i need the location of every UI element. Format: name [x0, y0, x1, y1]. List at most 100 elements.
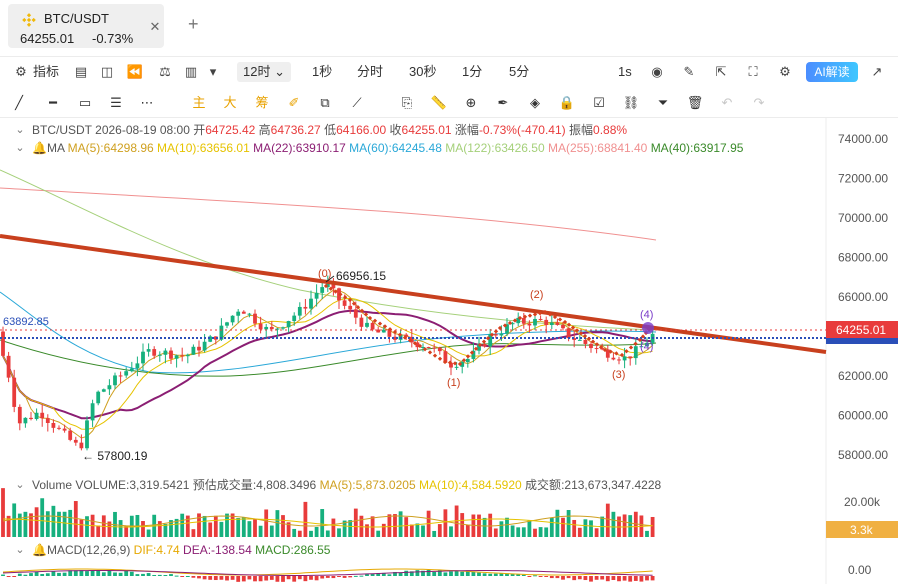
interval-30s[interactable]: 30秒	[409, 64, 437, 79]
camera-icon[interactable]: ◉	[651, 64, 663, 79]
dotted-price-tag	[826, 338, 898, 344]
volume-bar	[191, 529, 196, 537]
horizontal-line-icon[interactable]: ━	[49, 95, 57, 110]
volume-bar	[185, 515, 190, 537]
wave-dot	[633, 341, 638, 346]
volume-bar	[398, 511, 403, 537]
redo-icon[interactable]: ↷	[753, 95, 765, 110]
macd-bar	[488, 573, 493, 576]
interval-12h[interactable]: 12时 ⌄	[237, 62, 291, 82]
candle	[292, 315, 297, 322]
macd-bar	[163, 575, 168, 577]
interval-1m[interactable]: 1分	[462, 64, 483, 79]
candle	[533, 318, 537, 326]
macd-bar	[79, 570, 84, 576]
collapse-macd-icon[interactable]: ⌄	[15, 544, 25, 556]
collapse-icon[interactable]: ⌄	[15, 124, 25, 136]
volume-ma5: MA(5):5,873.0205	[319, 478, 416, 492]
chart-type-icon[interactable]: ▥	[184, 64, 198, 79]
highlighter-icon[interactable]: ✒	[497, 95, 509, 110]
volume-bar	[96, 525, 101, 537]
volume-bar	[443, 509, 448, 537]
candle	[191, 346, 196, 355]
wave-dot	[359, 308, 365, 313]
share-icon[interactable]: ⇱	[715, 64, 727, 79]
trash-icon[interactable]: 🗑	[686, 95, 704, 110]
candle	[549, 322, 554, 325]
chip-distribution-button[interactable]: 筹	[255, 95, 269, 110]
macd-bell-icon[interactable]: 🔔	[32, 543, 47, 557]
candle	[225, 322, 229, 326]
macd-bar	[605, 576, 610, 582]
volume-bar	[353, 508, 358, 537]
macd-bar	[297, 576, 302, 580]
candle	[572, 338, 577, 340]
volume-bar	[510, 525, 515, 537]
close-icon[interactable]: ✕	[149, 19, 161, 34]
wave-dot	[522, 314, 528, 319]
volume-bar	[622, 514, 627, 537]
magnet-icon[interactable]: ⧉	[320, 95, 330, 110]
trend-icon[interactable]: ↗	[871, 64, 883, 79]
volume-bar	[73, 501, 78, 537]
bell-icon[interactable]: 🔔	[32, 141, 47, 155]
volume-bar	[577, 527, 582, 537]
volume-bar	[488, 513, 493, 537]
candle	[297, 306, 302, 316]
plus-icon[interactable]: +	[188, 14, 199, 34]
indicator-settings-icon[interactable]: ⚙	[15, 64, 27, 79]
volume-bar	[253, 519, 257, 537]
high-value: 64736.27	[270, 123, 321, 137]
zoom-in-icon[interactable]: ⊕	[465, 95, 477, 110]
price-chart[interactable]: 74000.00 72000.00 70000.00 68000.00 66000.00…	[0, 118, 898, 584]
volume-bar	[258, 525, 263, 537]
interval-1s-right[interactable]: 1s	[618, 64, 632, 79]
trendline[interactable]	[0, 234, 827, 354]
wave-dot	[377, 321, 383, 326]
wave-dot	[437, 356, 443, 361]
more-tools-icon[interactable]: ⋯	[140, 95, 154, 110]
link-icon[interactable]: ⛓	[622, 95, 640, 110]
candle	[141, 351, 145, 364]
interval-timeline[interactable]: 分时	[357, 64, 384, 79]
pencil-icon[interactable]: ✎	[683, 64, 695, 79]
ma-label: MA	[46, 141, 65, 155]
settings-icon[interactable]: ⚙	[779, 64, 791, 79]
main-force-button[interactable]: 主	[192, 95, 206, 110]
rectangle-tool-icon[interactable]: ▭	[78, 95, 92, 110]
candle	[555, 322, 560, 325]
tab-change: -0.73%	[92, 31, 134, 46]
volume-current-tag-text: 3.3k	[850, 523, 874, 537]
collapse-volume-icon[interactable]: ⌄	[15, 479, 25, 491]
interval-5m[interactable]: 5分	[509, 64, 530, 79]
filter-icon[interactable]: ⏷	[657, 95, 669, 110]
large-order-button[interactable]: 大	[223, 95, 237, 110]
compare-icon[interactable]: ⚖	[159, 64, 171, 79]
candle	[124, 371, 129, 376]
undo-icon[interactable]: ↶	[721, 95, 733, 110]
candle	[359, 317, 364, 327]
symbol-tab[interactable]: BTC/USDT 64255.01 -0.73% ✕	[8, 4, 164, 48]
interval-1s[interactable]: 1秒	[312, 64, 333, 79]
indicators-button[interactable]: 指标	[33, 64, 60, 79]
price-tick-3: 68000.00	[838, 251, 888, 265]
brush-icon[interactable]: ✐	[288, 95, 300, 110]
ruler-icon[interactable]: 📏	[430, 95, 448, 110]
collapse-ma-icon[interactable]: ⌄	[15, 142, 25, 154]
replay-icon[interactable]: ⏪	[126, 64, 144, 79]
ai-interpret-button[interactable]: AI解读	[806, 62, 858, 82]
hide-drawings-icon[interactable]: ⟋	[352, 95, 362, 110]
macd-bar	[96, 570, 101, 576]
dropdown-icon[interactable]: ▾	[209, 64, 217, 79]
ma-item-4: MA(122):63426.50	[445, 141, 548, 155]
line-tool-icon[interactable]: ╱	[15, 95, 23, 110]
fullscreen-icon[interactable]: ⛶	[748, 64, 758, 79]
lock-icon[interactable]: 🔒	[558, 95, 576, 110]
eye-icon[interactable]: ◈	[530, 95, 540, 110]
split-screen-icon[interactable]: ◫	[100, 64, 114, 79]
copy-icon[interactable]: ⎘	[401, 95, 413, 110]
checklist-icon[interactable]: ☑	[593, 95, 605, 110]
volume-bar	[297, 530, 302, 537]
layout-icon[interactable]: ▤	[74, 64, 88, 79]
parallel-lines-icon[interactable]: ☰	[110, 95, 122, 110]
